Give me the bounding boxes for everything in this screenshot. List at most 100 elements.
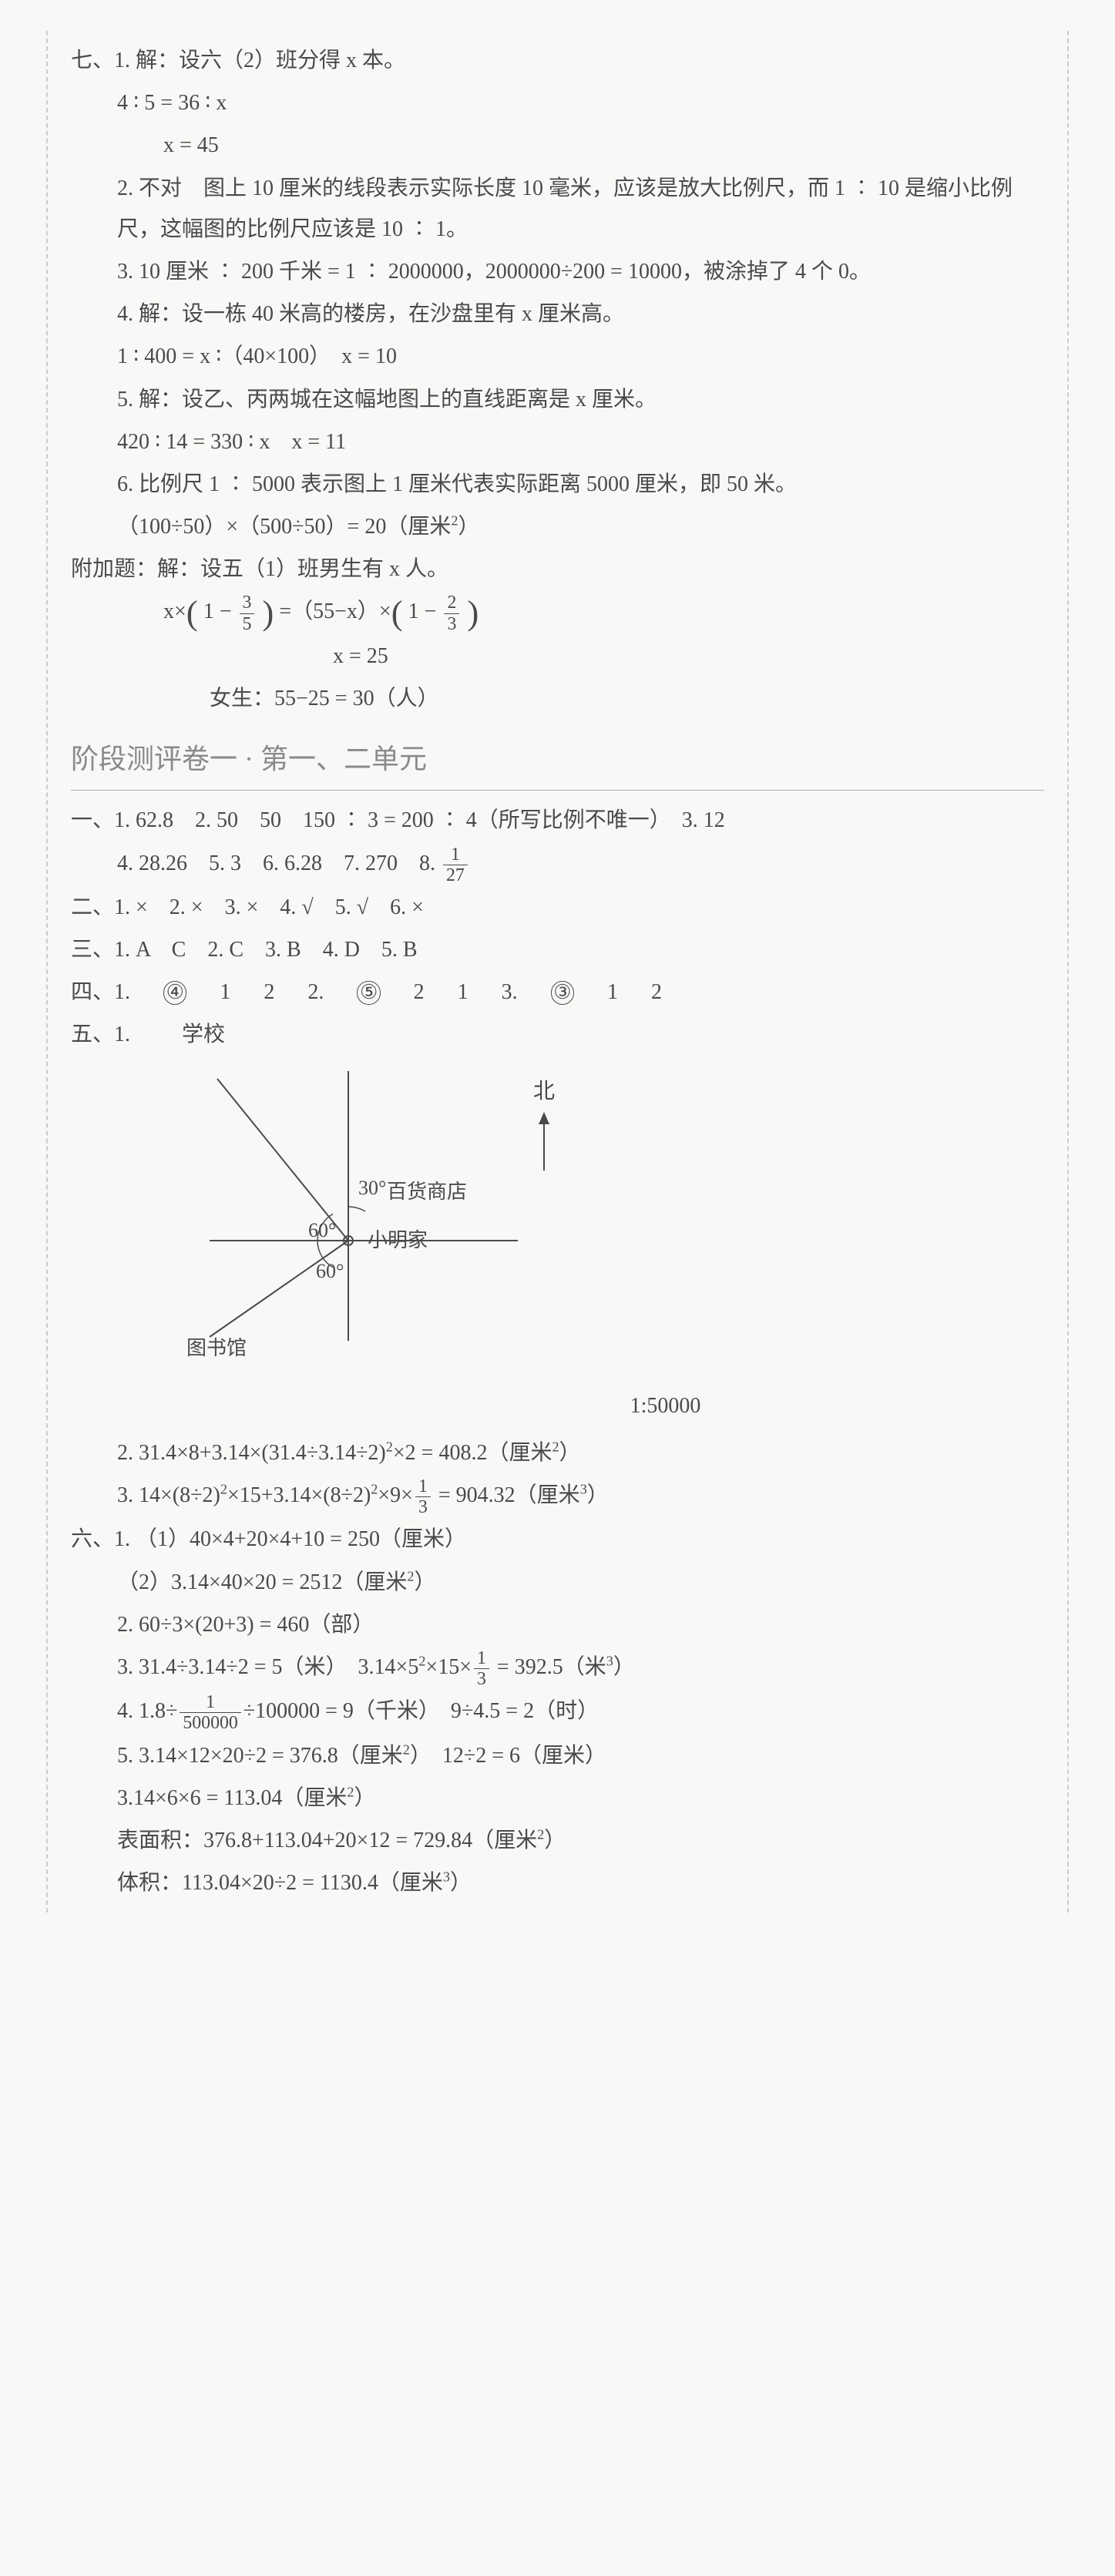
sec6-r3: 3. 31.4÷3.14÷2 = 5（米） 3.14×52×15×13 = 39… [71,1647,1044,1689]
sec6-r1a-text: （1）40×4+20×4+10 = 250（厘米） [136,1527,466,1551]
frac-num: 1 [415,1476,431,1497]
sec6-r5a-prefix: 5. 3.14×12×20÷2 = 376.8（厘米 [117,1744,403,1768]
direction-diagram: 30°60°60°百货商店小明家图书馆 [133,1063,533,1372]
sec6-r5a-end: ） 12÷2 = 6（厘米） [410,1744,606,1768]
sec3: 三、1. A C 2. C 3. B 4. D 5. B [71,929,1044,970]
sec6-r3-end: ） [613,1655,635,1679]
page: 七、1. 解：设六（2）班分得 x 本。 4 ∶ 5 = 36 ∶ x x = … [46,31,1069,1913]
sec5-q3: 3. 14×(8÷2)2×15+3.14×(8÷2)2×9×13 = 904.3… [71,1475,1044,1517]
sec4-v2b: 1 [458,980,469,1004]
frac-num: 1 [180,1692,240,1713]
sec6-r4-prefix: 4. 1.8÷ [117,1699,177,1723]
sec4-label: 四、1. [71,980,130,1004]
svg-text:小明家: 小明家 [368,1229,428,1251]
sec7-q1-intro: 七、1. 解：设六（2）班分得 x 本。 [71,40,1044,81]
frac-den: 3 [444,614,459,634]
exp-3: 3 [580,1482,587,1497]
bonus-mid: =（55−x）× [279,599,391,623]
svg-text:60°: 60° [308,1219,336,1241]
exp-3: 3 [443,1869,450,1885]
svg-text:图书馆: 图书馆 [186,1337,247,1359]
sec4-v3a: 1 [607,980,618,1004]
diagram-wrap: 北 30°60°60°百货商店小明家图书馆 1:50000 [133,1063,1044,1426]
sec7-q1-eq1: 4 ∶ 5 = 36 ∶ x [71,82,1044,123]
sec5-label: 五、1. [71,1023,130,1046]
sec1-row1: 一、1. 62.8 2. 50 50 150 ∶ 3 = 200 ∶ 4（所写比… [71,800,1044,841]
sec7-q2: 2. 不对 图上 10 厘米的线段表示实际长度 10 毫米，应该是放大比例尺，而… [71,168,1044,250]
frac-2-3: 23 [444,593,459,633]
exp-2: 2 [220,1482,227,1497]
sec6-r4-rest: ÷100000 = 9（千米） 9÷4.5 = 2（时） [243,1699,599,1723]
sec7-q4-eq: 1 ∶ 400 = x ∶（40×100） x = 10 [71,336,1044,377]
sec4-v2a: 2 [414,980,425,1004]
bonus-x: x× [163,599,186,623]
sec7-q6-l1: 6. 比例尺 1 ∶ 5000 表示图上 1 厘米代表实际距离 5000 厘米，… [71,464,1044,505]
sec5-label-row: 五、1. 学校 [71,1014,1044,1055]
rparen-icon: ) [262,601,274,625]
sec5-q2-end: ） [559,1441,581,1465]
sec7-q4-intro: 4. 解：设一栋 40 米高的楼房，在沙盘里有 x 厘米高。 [71,294,1044,334]
sec6-r5c-end: ） [544,1829,566,1852]
bonus-1minus-b: 1 − [408,599,437,623]
bonus-eq: x×( 1 − 35 ) =（55−x）×( 1 − 23 ) [71,591,1044,633]
frac-1-500000: 1500000 [180,1692,240,1733]
exp-3: 3 [606,1654,613,1669]
north-label: 北 [533,1080,555,1103]
sec6-r5b: 3.14×6×6 = 113.04（厘米2） [71,1778,1044,1819]
scale-text: 1:50000 [287,1385,1044,1426]
sec7-q1-text: 解：设六（2）班分得 x 本。 [136,49,405,72]
frac-den: 5 [240,614,255,634]
north-indicator: 北 [533,1071,555,1170]
lparen-icon: ( [186,601,198,625]
sec5-q3-mid2: ×9× [378,1483,413,1507]
circled-4: ④ [163,981,186,1004]
exp-2: 2 [403,1741,410,1757]
frac-den: 3 [474,1669,489,1689]
frac-den: 500000 [180,1713,240,1733]
frac-num: 3 [240,593,255,613]
circled-3: ③ [551,981,574,1004]
sec7-q1-eq2: x = 45 [71,125,1044,166]
lparen-icon: ( [391,601,403,625]
sec6-r4: 4. 1.8÷1500000÷100000 = 9（千米） 9÷4.5 = 2（… [71,1691,1044,1733]
sec1-row2-prefix: 4. 28.26 5. 3 6. 6.28 7. 270 8. [117,851,441,875]
frac-1-27: 127 [443,845,468,885]
sec6-r5a: 5. 3.14×12×20÷2 = 376.8（厘米2） 12÷2 = 6（厘米… [71,1735,1044,1776]
sec5-q3-prefix: 3. 14×(8÷2) [117,1483,220,1507]
sec7-q5-eq: 420 ∶ 14 = 330 ∶ x x = 11 [71,421,1044,462]
frac-1-3b: 13 [474,1648,489,1689]
sec7-q6-l2: （100÷50）×（500÷50）= 20（厘米2） [71,506,1044,547]
sec4-v1a: 1 [220,980,230,1004]
sec5-q2-prefix: 2. 31.4×8+3.14×(31.4÷3.14÷2) [117,1441,386,1465]
sec4: 四、1. ④ 1 2 2. ⑤ 2 1 3. ③ 1 2 [71,972,1044,1013]
arrow-up-icon [539,1112,549,1124]
sec6-r1b: （2）3.14×40×20 = 2512（厘米2） [71,1562,1044,1603]
circled-5: ⑤ [357,981,380,1004]
sec6-r1b-prefix: （2）3.14×40×20 = 2512（厘米 [117,1570,407,1594]
exp-2: 2 [537,1827,544,1842]
sec5-q3-eq: = 904.32（厘米 [433,1483,580,1507]
sec6-r5c: 表面积：376.8+113.04+20×12 = 729.84（厘米2） [71,1820,1044,1861]
bonus-1minus-a: 1 − [203,599,232,623]
sec6-r3-prefix: 3. 31.4÷3.14÷2 = 5（米） 3.14×5 [117,1655,418,1679]
frac-den: 3 [415,1497,431,1517]
frac-den: 27 [443,865,468,885]
sec6-r5d-prefix: 体积：113.04×20÷2 = 1130.4（厘米 [117,1871,443,1895]
sec5-q2: 2. 31.4×8+3.14×(31.4÷3.14÷2)2×2 = 408.2（… [71,1432,1044,1473]
bonus-x-result: x = 25 [71,636,1044,677]
rparen-icon: ) [467,601,479,625]
sec7-q3: 3. 10 厘米 ∶ 200 千米 = 1 ∶ 2000000，2000000÷… [71,251,1044,292]
sec4-l2: 2. [307,980,324,1004]
sec6-r5d: 体积：113.04×20÷2 = 1130.4（厘米3） [71,1862,1044,1903]
exp-2: 2 [552,1439,559,1455]
sec7-q6-l2-prefix: （100÷50）×（500÷50）= 20（厘米 [117,515,451,539]
svg-text:30°: 30° [358,1177,386,1199]
svg-text:60°: 60° [316,1260,344,1282]
sec1-row2: 4. 28.26 5. 3 6. 6.28 7. 270 8. 127 [71,843,1044,885]
frac-1-3: 13 [415,1476,431,1517]
sec4-l3: 3. [502,980,518,1004]
sec6-r1b-end: ） [414,1570,435,1594]
exp-2: 2 [386,1439,393,1455]
sec7-q5-intro: 5. 解：设乙、丙两城在这幅地图上的直线距离是 x 厘米。 [71,379,1044,420]
sec6-r5b-end: ） [354,1786,375,1810]
